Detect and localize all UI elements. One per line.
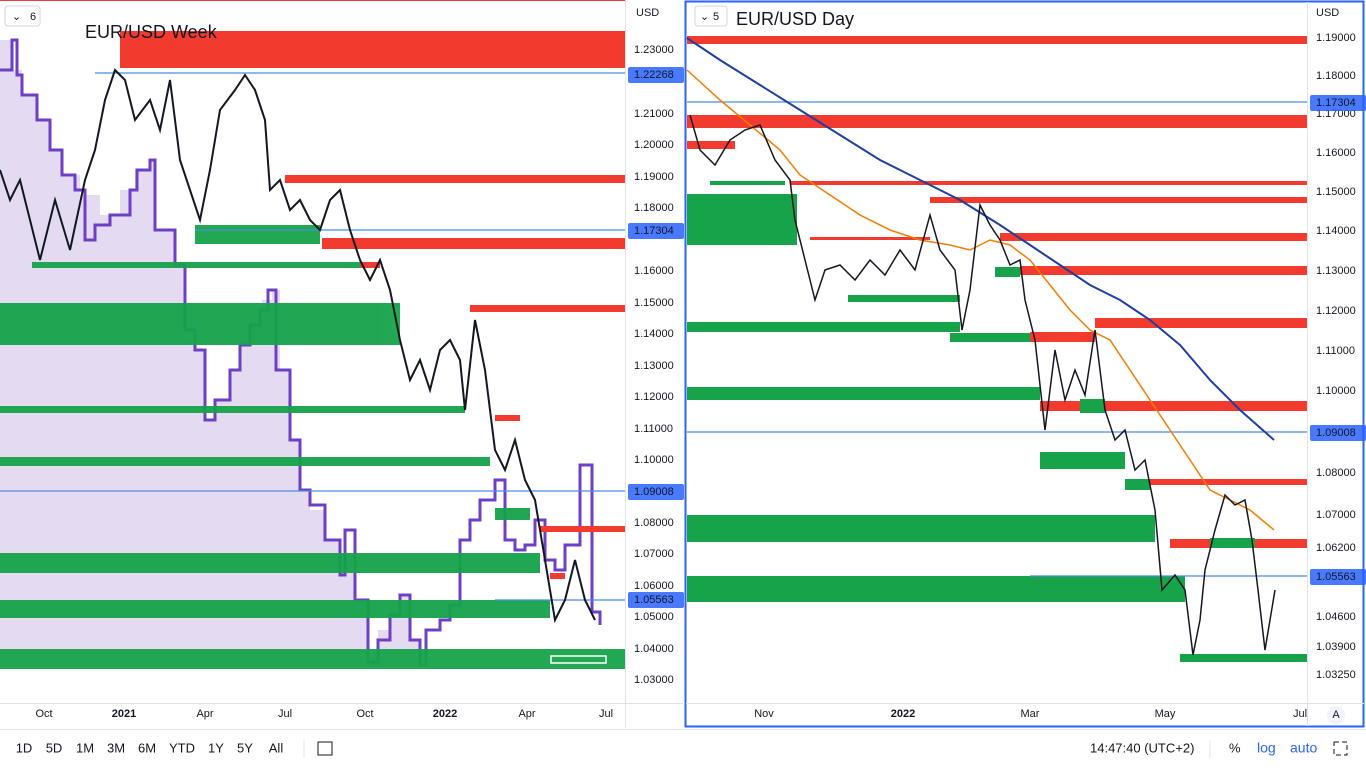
price-label: 1.11000 (1316, 345, 1355, 357)
fullscreen[interactable] (1333, 741, 1348, 756)
time-label: Nov (754, 708, 774, 720)
price-label: 1.04600 (1316, 611, 1356, 623)
price-label: 1.14000 (634, 328, 674, 340)
range-button[interactable]: 1M (76, 740, 94, 755)
price-label: 1.06000 (634, 580, 674, 592)
price-label: 1.15000 (1316, 186, 1356, 198)
demand-zones (0, 225, 625, 669)
percent-toggle[interactable]: % (1229, 740, 1241, 755)
level-label: 1.09008 (634, 486, 674, 498)
range-button[interactable]: 6M (138, 740, 156, 755)
time-axis: Nov 2022 Mar May Jul (754, 708, 1307, 720)
time-label: Oct (35, 708, 52, 720)
range-button[interactable]: 1D (16, 740, 33, 755)
level-badge (1310, 95, 1366, 111)
supply-zones (687, 36, 1307, 548)
range-button[interactable]: 5D (46, 740, 63, 755)
level-label: 1.17304 (1316, 97, 1356, 109)
time-label: Apr (518, 708, 535, 720)
price-axis: 1.23000 1.21000 1.20000 1.19000 1.18000 1.160… (628, 44, 684, 686)
price-label: 1.13000 (1316, 265, 1356, 277)
price-label: 1.10000 (1316, 385, 1356, 397)
svg-text:⌄: ⌄ (700, 11, 709, 23)
price-label: 1.06200 (1316, 542, 1356, 554)
price-label: 1.19000 (1316, 32, 1356, 44)
log-toggle[interactable]: log (1257, 740, 1276, 756)
price-label: 1.18000 (1316, 70, 1356, 82)
time-label: Apr (196, 708, 213, 720)
level-badge (628, 484, 684, 500)
price-label: 1.13000 (634, 360, 674, 372)
time-label: Jul (599, 708, 613, 720)
level-label: 1.05563 (1316, 571, 1356, 583)
range-button[interactable]: All (269, 740, 284, 755)
right-chart: ⌄ 5 EUR/USD Day USD A 1.19000 1.18000 1.17… (684, 0, 1366, 728)
level-label: 1.05563 (634, 594, 674, 606)
price-label: 1.10000 (634, 454, 674, 466)
level-badge (628, 592, 684, 608)
auto-toggle[interactable]: auto (1290, 740, 1317, 756)
price-axis: 1.190001.180001.170001.160001.150001.140… (1310, 32, 1366, 681)
level-label: 1.09008 (1316, 427, 1356, 439)
interval[interactable]: 6 (30, 11, 36, 23)
bottom-toolbar: 14:47:40 (UTC+2) % log auto 1D 5D 1M 3M 6M YT… (0, 729, 1366, 758)
price-label: 1.04000 (634, 643, 674, 655)
time-label: Oct (356, 708, 373, 720)
time-axis: Oct 2021 Apr Jul Oct 2022 Apr Jul (35, 708, 613, 720)
time-label: Jul (278, 708, 292, 720)
price-label: 1.03900 (1316, 641, 1356, 653)
chart-title: EUR/USD Week (85, 22, 218, 42)
price-label: 1.05000 (634, 611, 674, 623)
price-label: 1.03250 (1316, 669, 1356, 681)
currency[interactable]: USD (1316, 7, 1339, 19)
price-label: 1.23000 (634, 44, 674, 56)
price-label: 1.15000 (634, 297, 674, 309)
time-label: 2022 (891, 708, 915, 720)
price-label: 1.08000 (634, 517, 674, 529)
range-button[interactable]: 1Y (208, 740, 224, 755)
price-label: 1.12000 (634, 391, 674, 403)
price-label: 1.18000 (634, 202, 674, 214)
range-button[interactable]: 5Y (237, 740, 253, 755)
currency[interactable]: USD (636, 7, 659, 19)
price-label: 1.16000 (634, 265, 674, 277)
price-label: 1.07000 (634, 548, 674, 560)
date-range[interactable] (317, 741, 333, 756)
time-label: 2021 (112, 708, 136, 720)
left-chart: ⌄ 6 EUR/USD Week USD 1.23000 1.21000 1.200… (0, 0, 684, 728)
level-label: 1.17304 (634, 225, 674, 237)
price-label: 1.07000 (1316, 509, 1356, 521)
demand-zones (687, 181, 1307, 662)
level-badge (628, 223, 684, 239)
time-label: Jul (1293, 708, 1307, 720)
time-label: Mar (1021, 708, 1040, 720)
price-label: 1.16000 (1316, 147, 1356, 159)
price-label: 1.14000 (1316, 225, 1356, 237)
level-badge (1310, 425, 1366, 441)
level-badge (628, 67, 684, 83)
level-badge (1310, 569, 1366, 585)
interval[interactable]: 5 (713, 11, 719, 23)
price-label: 1.20000 (634, 139, 674, 151)
chart-title: EUR/USD Day (736, 9, 854, 29)
price-label: 1.21000 (634, 108, 674, 120)
range-button[interactable]: YTD (169, 740, 195, 755)
auto-scale[interactable]: A (1332, 709, 1340, 721)
clock: 14:47:40 (UTC+2) (1090, 740, 1194, 755)
price-label: 1.12000 (1316, 305, 1356, 317)
time-label: May (1155, 708, 1176, 720)
time-label: 2022 (433, 708, 457, 720)
price-label: 1.08000 (1316, 467, 1356, 479)
price-label: 1.11000 (634, 423, 673, 435)
range-button[interactable]: 3M (107, 740, 125, 755)
price-label: 1.19000 (634, 171, 674, 183)
level-label: 1.22268 (634, 69, 674, 81)
svg-text:⌄: ⌄ (12, 11, 21, 23)
price-label: 1.03000 (634, 674, 674, 686)
supply-zones (120, 31, 625, 579)
